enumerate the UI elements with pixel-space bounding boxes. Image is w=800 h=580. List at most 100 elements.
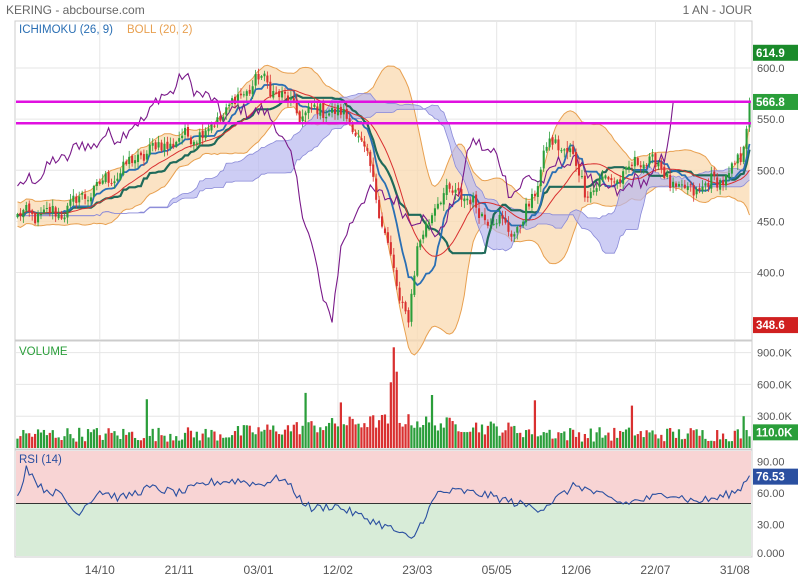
period-label[interactable]: 1 AN - JOUR	[683, 3, 753, 17]
candle	[663, 164, 666, 180]
candle-body	[157, 142, 160, 148]
badge-label: 110.0K	[756, 427, 793, 439]
candle-body	[78, 196, 81, 203]
volume-bar	[372, 415, 375, 448]
volume-bar	[683, 438, 686, 448]
candle-body	[722, 180, 725, 186]
candle-body	[204, 130, 207, 139]
candle-body	[298, 111, 301, 123]
volume-bar	[660, 434, 663, 448]
candle-body	[92, 186, 95, 197]
candle	[607, 175, 610, 182]
candle-body	[439, 202, 442, 205]
date-tick-label: 21/11	[165, 563, 194, 577]
volume-bar	[480, 424, 484, 448]
volume-bar	[566, 440, 569, 448]
candle-body	[469, 199, 472, 205]
candle-body	[475, 194, 478, 208]
date-tick-label: 12/02	[323, 563, 353, 577]
candle-body	[604, 175, 607, 179]
candle	[539, 166, 542, 193]
volume-bar	[492, 423, 495, 448]
candle	[201, 124, 204, 145]
candle-body	[98, 181, 101, 184]
candle-body	[313, 104, 316, 107]
volume-bar	[278, 434, 281, 448]
candle-body	[192, 141, 195, 146]
candle-body	[134, 160, 137, 164]
volume-bar	[357, 423, 360, 448]
candle	[154, 139, 157, 152]
volume-label[interactable]: VOLUME	[19, 346, 68, 358]
candle-body	[257, 74, 260, 80]
candle	[283, 87, 287, 101]
candle	[483, 207, 486, 225]
candle	[460, 183, 463, 207]
candle	[657, 159, 660, 171]
candle	[257, 68, 260, 85]
candle	[560, 147, 563, 154]
volume-bar	[186, 427, 190, 448]
candle	[37, 210, 40, 227]
candle	[530, 188, 533, 213]
badge-bg	[753, 317, 798, 334]
candle	[354, 129, 357, 137]
candle-body	[736, 154, 739, 164]
volume-bar	[533, 400, 537, 448]
volume-bar	[78, 427, 81, 448]
candle	[745, 125, 748, 156]
volume-bar	[633, 435, 636, 448]
volume-bar	[42, 429, 46, 448]
candle	[75, 193, 78, 209]
candle	[128, 150, 131, 169]
candle	[457, 182, 460, 197]
candle	[416, 242, 419, 278]
candle-body	[110, 183, 113, 185]
candle-body	[236, 94, 239, 102]
badge-bg	[753, 468, 798, 485]
candle	[472, 192, 475, 209]
candle	[45, 201, 48, 213]
volume-bar	[642, 437, 645, 448]
candle	[510, 230, 513, 242]
volume-bar	[245, 425, 248, 448]
candle	[557, 135, 560, 156]
ichimoku-label[interactable]: ICHIMOKU (26, 9)	[19, 24, 113, 36]
boll-label[interactable]: BOLL (20, 2)	[127, 24, 193, 36]
candle-body	[242, 94, 245, 96]
volume-bar	[266, 424, 269, 448]
volume-bar	[671, 431, 675, 448]
candle	[142, 149, 145, 166]
candle	[107, 170, 110, 187]
volume-bar	[198, 440, 201, 448]
volume-bar	[501, 432, 504, 448]
volume-bar	[669, 427, 672, 448]
candle-body	[428, 222, 431, 225]
candle-body	[34, 213, 37, 224]
volume-bar	[677, 429, 681, 448]
candle	[381, 212, 384, 229]
volume-bar	[113, 431, 116, 448]
rsi-label[interactable]: RSI (14)	[19, 454, 62, 466]
volume-bar	[89, 432, 93, 448]
candle-body	[463, 198, 466, 202]
volume-bar	[624, 429, 628, 448]
candle-body	[554, 139, 557, 143]
volume-bar	[736, 429, 739, 448]
volume-bar	[39, 432, 43, 448]
candle	[72, 189, 75, 207]
volume-bar	[489, 421, 492, 448]
candle	[651, 148, 654, 164]
candle	[619, 174, 622, 188]
candle	[78, 191, 81, 208]
volume-bar	[689, 428, 692, 448]
candle-body	[219, 116, 222, 121]
candle-body	[419, 240, 422, 248]
volume-bar	[163, 435, 166, 448]
volume-bar	[213, 431, 216, 448]
candle-body	[295, 99, 298, 114]
candle-body	[586, 196, 589, 198]
candle-body	[22, 209, 25, 218]
candle	[313, 98, 316, 110]
candle-body	[245, 91, 248, 96]
